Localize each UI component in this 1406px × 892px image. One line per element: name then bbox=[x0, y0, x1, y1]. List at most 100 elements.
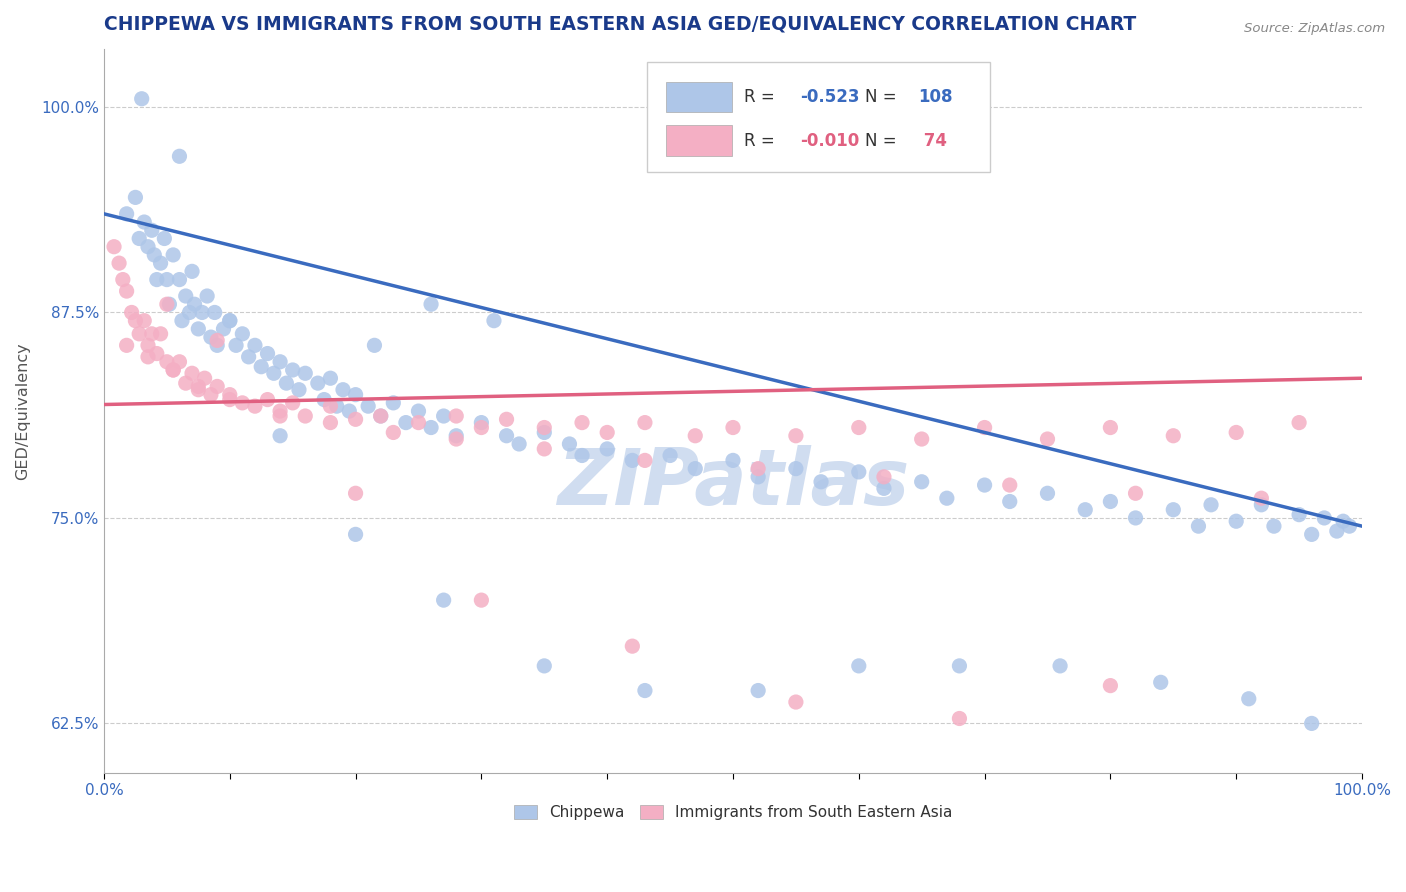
Point bbox=[134, 215, 156, 229]
Point bbox=[1099, 679, 1122, 693]
Point bbox=[1049, 659, 1071, 673]
Point bbox=[250, 359, 273, 374]
Point bbox=[634, 453, 657, 467]
Point bbox=[1125, 511, 1147, 525]
Point bbox=[495, 429, 517, 443]
Point bbox=[218, 392, 240, 407]
Point bbox=[935, 491, 957, 506]
Point bbox=[319, 371, 342, 385]
Point bbox=[344, 412, 367, 426]
Point bbox=[444, 409, 467, 423]
Point bbox=[156, 297, 179, 311]
Point bbox=[319, 399, 342, 413]
Point bbox=[337, 404, 360, 418]
Point bbox=[169, 355, 191, 369]
Point bbox=[508, 437, 530, 451]
Point bbox=[141, 223, 163, 237]
Point bbox=[212, 322, 235, 336]
Point bbox=[153, 231, 176, 245]
Point bbox=[558, 437, 581, 451]
Point bbox=[344, 527, 367, 541]
Point bbox=[281, 396, 304, 410]
Point bbox=[200, 387, 222, 401]
FancyBboxPatch shape bbox=[666, 82, 731, 112]
Text: Source: ZipAtlas.com: Source: ZipAtlas.com bbox=[1244, 22, 1385, 36]
Point bbox=[1301, 527, 1323, 541]
Point bbox=[683, 461, 706, 475]
Point bbox=[1036, 486, 1059, 500]
Point bbox=[187, 383, 209, 397]
Point bbox=[911, 432, 934, 446]
Point bbox=[1036, 432, 1059, 446]
Point bbox=[200, 330, 222, 344]
Point bbox=[747, 683, 769, 698]
Point bbox=[243, 399, 266, 413]
Point bbox=[533, 442, 555, 456]
Point bbox=[973, 478, 995, 492]
Point bbox=[276, 376, 298, 391]
Point bbox=[307, 376, 329, 391]
Point bbox=[128, 231, 150, 245]
Point bbox=[659, 449, 682, 463]
Point bbox=[1288, 416, 1310, 430]
Point bbox=[1301, 716, 1323, 731]
Point bbox=[911, 475, 934, 489]
Point bbox=[256, 392, 278, 407]
Point bbox=[156, 355, 179, 369]
FancyBboxPatch shape bbox=[647, 62, 990, 171]
Point bbox=[319, 416, 342, 430]
Point bbox=[183, 297, 205, 311]
Point bbox=[344, 486, 367, 500]
Point bbox=[146, 346, 169, 360]
Point bbox=[571, 449, 593, 463]
Point bbox=[1250, 491, 1272, 506]
Point bbox=[225, 338, 247, 352]
Point bbox=[948, 659, 970, 673]
Point bbox=[433, 593, 456, 607]
Point bbox=[169, 149, 191, 163]
Point bbox=[174, 376, 197, 391]
Point bbox=[187, 379, 209, 393]
Point bbox=[848, 659, 870, 673]
Point bbox=[136, 338, 159, 352]
Point bbox=[218, 314, 240, 328]
Point bbox=[238, 350, 260, 364]
Point bbox=[948, 711, 970, 725]
Point bbox=[325, 399, 347, 413]
Point bbox=[785, 429, 807, 443]
Point bbox=[1225, 425, 1247, 440]
Point bbox=[191, 305, 214, 319]
Point bbox=[231, 326, 253, 341]
Point bbox=[873, 481, 896, 495]
Point bbox=[357, 399, 380, 413]
Point bbox=[204, 305, 226, 319]
Point bbox=[174, 289, 197, 303]
Point bbox=[111, 272, 134, 286]
Point bbox=[205, 379, 228, 393]
Point bbox=[115, 207, 138, 221]
Point bbox=[149, 256, 172, 270]
Point bbox=[1263, 519, 1285, 533]
Point bbox=[115, 284, 138, 298]
Text: CHIPPEWA VS IMMIGRANTS FROM SOUTH EASTERN ASIA GED/EQUIVALENCY CORRELATION CHART: CHIPPEWA VS IMMIGRANTS FROM SOUTH EASTER… bbox=[104, 15, 1136, 34]
Point bbox=[470, 420, 492, 434]
Point bbox=[533, 420, 555, 434]
Point bbox=[205, 338, 228, 352]
Point bbox=[169, 272, 191, 286]
Point bbox=[873, 470, 896, 484]
Point bbox=[621, 639, 644, 653]
Text: R =: R = bbox=[744, 132, 780, 150]
Text: N =: N = bbox=[865, 132, 903, 150]
Point bbox=[470, 416, 492, 430]
Point bbox=[288, 383, 311, 397]
Point bbox=[269, 429, 291, 443]
Point bbox=[195, 289, 218, 303]
Point bbox=[1099, 420, 1122, 434]
Point bbox=[162, 248, 184, 262]
Point bbox=[370, 409, 392, 423]
Point bbox=[1288, 508, 1310, 522]
Text: -0.523: -0.523 bbox=[800, 88, 859, 106]
Point bbox=[143, 248, 166, 262]
Y-axis label: GED/Equivalency: GED/Equivalency bbox=[15, 343, 30, 480]
Point bbox=[269, 355, 291, 369]
